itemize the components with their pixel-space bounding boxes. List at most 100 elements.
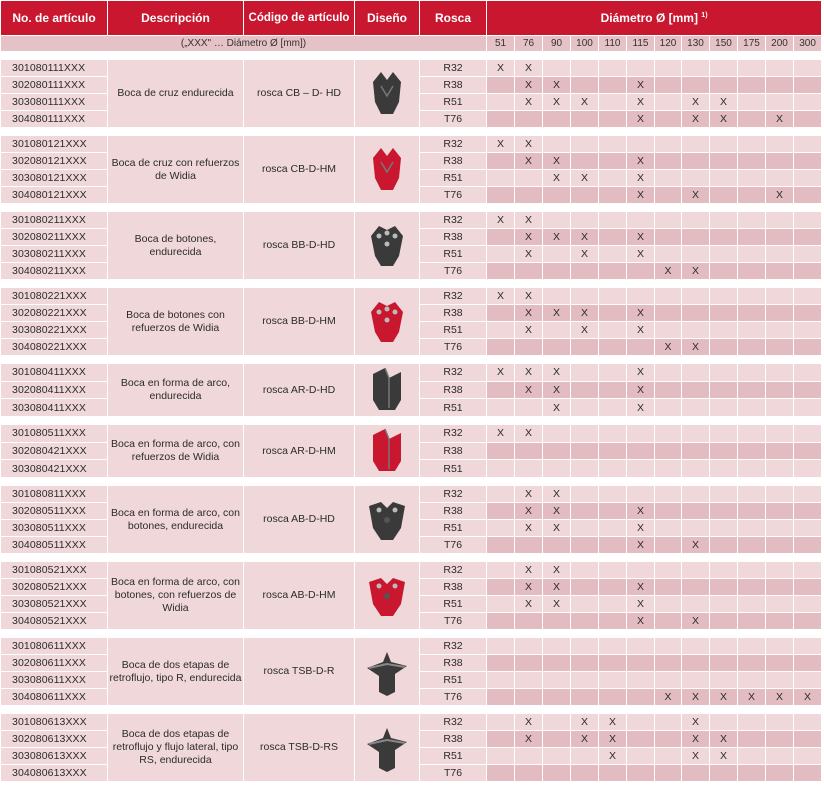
diameter-mark-76: X	[514, 211, 543, 229]
table-row: 301080121XXX Boca de cruz con refuerzos d…	[0, 135, 823, 204]
diameter-mark-300	[792, 245, 823, 263]
diameter-mark-115: X	[626, 578, 655, 596]
diameter-mark-90	[542, 713, 571, 731]
diameter-mark-51	[486, 441, 515, 461]
diameter-mark-115	[626, 747, 655, 765]
diameter-mark-130: X	[681, 338, 710, 356]
diameter-mark-300	[792, 485, 823, 503]
diameter-mark-110	[598, 485, 627, 503]
diameter-mark-130	[681, 169, 710, 187]
diameter-mark-110	[598, 502, 627, 520]
diameter-mark-115	[626, 764, 655, 782]
diameter-mark-200	[765, 536, 794, 554]
diameter-mark-115: X	[626, 304, 655, 322]
diameter-mark-200	[765, 764, 794, 782]
diameter-mark-115: X	[626, 595, 655, 613]
thread-cell: T76	[419, 688, 487, 706]
table-row: 303080511XXX R51 X X X	[0, 519, 823, 537]
thread-cell: R51	[419, 519, 487, 537]
drill-bit-table: No. de artículo Descripción Código de ar…	[0, 0, 823, 782]
diameter-mark-51	[486, 262, 515, 280]
diameter-mark-76: X	[514, 713, 543, 731]
code-cell: rosca CB-D-HM	[243, 135, 355, 204]
diameter-mark-90	[542, 110, 571, 128]
diameter-mark-110	[598, 519, 627, 537]
article-number: 301080811XXX	[0, 485, 108, 503]
diameter-mark-76	[514, 747, 543, 765]
thread-cell: R38	[419, 380, 487, 400]
diameter-mark-100	[570, 110, 599, 128]
diameter-mark-120	[654, 424, 682, 443]
button-bit-widia-icon	[354, 287, 420, 356]
diameter-mark-110	[598, 380, 627, 400]
diameter-mark-100: X	[570, 321, 599, 339]
diameter-mark-200	[765, 135, 794, 153]
thread-cell: R51	[419, 398, 487, 417]
diameter-mark-76	[514, 110, 543, 128]
diameter-col-76: 76	[514, 35, 543, 52]
diameter-mark-300	[792, 441, 823, 461]
diameter-mark-76: X	[514, 321, 543, 339]
diameter-mark-120	[654, 713, 682, 731]
article-number: 302080521XXX	[0, 578, 108, 596]
diameter-mark-110: X	[598, 713, 627, 731]
diameter-mark-90: X	[542, 519, 571, 537]
table-row: 301080221XXX Boca de botones con refuerzo…	[0, 287, 823, 356]
diameter-mark-150	[709, 262, 738, 280]
diameter-mark-175	[737, 612, 766, 630]
thread-cell: R38	[419, 152, 487, 170]
diameter-col-130: 130	[681, 35, 710, 52]
diameter-mark-51	[486, 245, 515, 263]
diameter-mark-120	[654, 730, 682, 748]
diameter-mark-100	[570, 502, 599, 520]
diameter-mark-200	[765, 245, 794, 263]
diameter-mark-300	[792, 93, 823, 111]
thread-cell: R38	[419, 228, 487, 246]
description-cell: Boca de botones, endurecida	[107, 211, 244, 280]
diameter-mark-51: X	[486, 59, 515, 77]
diameter-mark-100	[570, 485, 599, 503]
diameter-mark-130	[681, 424, 710, 443]
diameter-mark-130: X	[681, 262, 710, 280]
diameter-mark-51: X	[486, 287, 515, 305]
diameter-mark-130	[681, 441, 710, 461]
diameter-mark-51	[486, 637, 515, 655]
thread-cell: R38	[419, 578, 487, 596]
diameter-mark-100: X	[570, 169, 599, 187]
diameter-mark-120	[654, 637, 682, 655]
diameter-mark-115: X	[626, 321, 655, 339]
table-row: 304080511XXX T76 X X	[0, 536, 823, 554]
diameter-mark-300	[792, 459, 823, 478]
diameter-mark-115: X	[626, 380, 655, 400]
diameter-mark-120	[654, 321, 682, 339]
diameter-mark-115	[626, 561, 655, 579]
diameter-mark-300	[792, 671, 823, 689]
table-row: 303080521XXX R51 X X X	[0, 595, 823, 613]
diameter-mark-51	[486, 321, 515, 339]
diameter-mark-200	[765, 519, 794, 537]
table-row: 301080111XXX Boca de cruz endurecida rosca…	[0, 59, 823, 128]
diameter-header: Diámetro Ø [mm] 1)	[485, 0, 823, 36]
diameter-mark-175	[737, 287, 766, 305]
diameter-mark-130	[681, 561, 710, 579]
group-spacer	[0, 355, 822, 364]
cross-bit-hardened-icon	[354, 59, 420, 128]
diameter-mark-76: X	[514, 578, 543, 596]
diameter-mark-300	[792, 59, 823, 77]
diameter-mark-110	[598, 441, 627, 461]
subheader-row: („XXX" … Diámetro Ø [mm]) 51 76 90 100 110 11…	[0, 35, 823, 52]
article-number: 301080111XXX	[0, 59, 108, 77]
diameter-mark-300	[792, 713, 823, 731]
diameter-mark-110	[598, 152, 627, 170]
diameter-mark-115	[626, 654, 655, 672]
article-number: 303080121XXX	[0, 169, 108, 187]
diameter-mark-90: X	[542, 228, 571, 246]
diameter-mark-150	[709, 671, 738, 689]
diameter-mark-115: X	[626, 363, 655, 382]
diameter-mark-300	[792, 211, 823, 229]
article-number: 302080421XXX	[0, 441, 108, 461]
diameter-mark-300	[792, 398, 823, 417]
diameter-mark-130: X	[681, 186, 710, 204]
diameter-mark-115	[626, 135, 655, 153]
thread-cell: R32	[419, 424, 487, 443]
